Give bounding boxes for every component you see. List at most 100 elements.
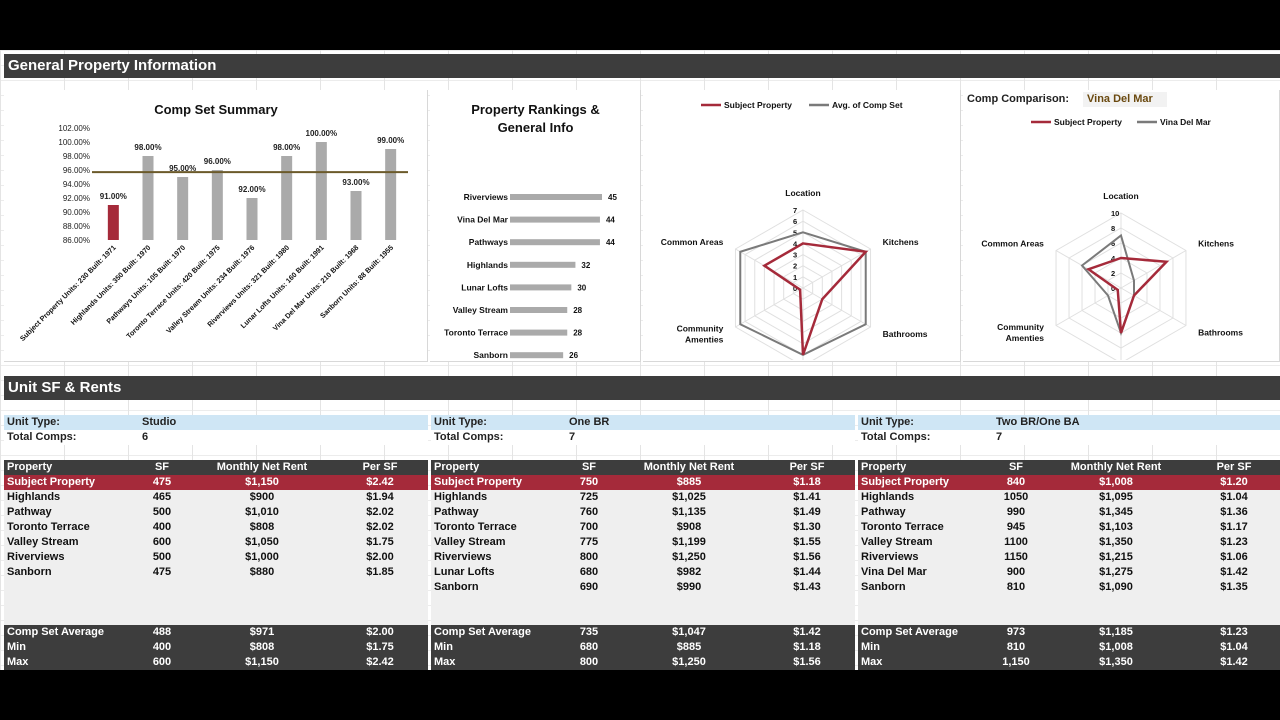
table-cell[interactable]: $1,050	[245, 536, 279, 548]
table-cell[interactable]: Sanborn	[434, 581, 479, 593]
column-header[interactable]: SF	[581, 461, 597, 473]
table-cell[interactable]: 600	[152, 656, 172, 668]
table-cell[interactable]: $1,008	[1099, 641, 1133, 653]
table-cell[interactable]: Riverviews	[7, 551, 65, 563]
table-cell[interactable]: 810	[1006, 641, 1026, 653]
table-cell[interactable]: 775	[579, 536, 599, 548]
table-cell[interactable]: $1,025	[672, 491, 706, 503]
table-cell[interactable]: 840	[1006, 476, 1026, 488]
table-cell[interactable]: 500	[152, 551, 172, 563]
table-cell[interactable]: Max	[861, 656, 883, 668]
table-cell[interactable]: 680	[579, 641, 599, 653]
table-cell[interactable]: $1.49	[793, 506, 821, 518]
table-cell[interactable]: 735	[579, 626, 599, 638]
table-cell[interactable]: $885	[676, 476, 702, 488]
comp-set-summary-panel[interactable]: Comp Set Summary 86.00% 88.00% 90.00% 92.00…	[4, 90, 428, 362]
table-cell[interactable]: Lunar Lofts	[434, 566, 495, 578]
table-cell[interactable]: 600	[152, 536, 172, 548]
column-header[interactable]: Per SF	[789, 461, 825, 473]
table-cell[interactable]: Subject Property	[434, 476, 523, 488]
table-cell[interactable]: $1.75	[366, 641, 394, 653]
table-cell[interactable]: Max	[434, 656, 456, 668]
table-cell[interactable]: $1.56	[793, 656, 821, 668]
table-cell[interactable]: $1.41	[793, 491, 821, 503]
table-cell[interactable]: Riverviews	[861, 551, 919, 563]
spreadsheet-canvas[interactable]: General Property Information Comp Set Su…	[0, 50, 1280, 670]
table-cell[interactable]: $1,135	[672, 506, 706, 518]
table-cell[interactable]: $1,010	[245, 506, 279, 518]
table-cell[interactable]: 400	[152, 521, 172, 533]
table-cell[interactable]: $880	[249, 566, 275, 578]
table-cell[interactable]: 725	[579, 491, 599, 503]
table-cell[interactable]: 750	[579, 476, 599, 488]
table-cell[interactable]	[332, 580, 428, 595]
column-header[interactable]: Monthly Net Rent	[216, 461, 308, 473]
total-comps-value[interactable]: 7	[996, 431, 1003, 443]
table-cell[interactable]: $1,250	[672, 551, 706, 563]
table-cell[interactable]: Min	[861, 641, 880, 653]
table-cell[interactable]: $900	[249, 491, 275, 503]
table-cell[interactable]: Min	[434, 641, 453, 653]
table-cell[interactable]: 800	[579, 656, 599, 668]
column-header[interactable]: Property	[861, 461, 907, 473]
table-cell[interactable]: $1,047	[672, 626, 706, 638]
table-cell[interactable]: $1.56	[793, 551, 821, 563]
table-cell[interactable]: Valley Stream	[861, 536, 933, 548]
table-cell[interactable]: $982	[676, 566, 702, 578]
table-cell[interactable]: $1,090	[1099, 581, 1133, 593]
total-comps-label[interactable]: Total Comps:	[434, 431, 504, 443]
unit-type-label[interactable]: Unit Type:	[7, 416, 60, 428]
table-cell[interactable]: Subject Property	[7, 476, 96, 488]
table-cell[interactable]: 1050	[1003, 491, 1029, 503]
table-cell[interactable]: Toronto Terrace	[434, 521, 517, 533]
table-cell[interactable]: 400	[152, 641, 172, 653]
rankings-panel[interactable]: Property Rankings & General Info Rivervi…	[430, 90, 641, 362]
table-cell[interactable]: Subject Property	[861, 476, 950, 488]
table-cell[interactable]: $1,345	[1099, 506, 1133, 518]
table-cell[interactable]: 700	[579, 521, 599, 533]
table-cell[interactable]: $1.18	[793, 641, 821, 653]
table-cell[interactable]: 475	[152, 566, 172, 578]
table-cell[interactable]: $1.20	[1220, 476, 1248, 488]
table-cell[interactable]: Vina Del Mar	[861, 566, 927, 578]
total-comps-value[interactable]: 7	[569, 431, 576, 443]
table-cell[interactable]: Valley Stream	[7, 536, 79, 548]
column-header[interactable]: Monthly Net Rent	[1070, 461, 1162, 473]
total-comps-label[interactable]: Total Comps:	[861, 431, 931, 443]
table-cell[interactable]: 990	[1006, 506, 1026, 518]
table-cell[interactable]: $1,350	[1099, 536, 1133, 548]
table-cell[interactable]: $2.02	[366, 521, 394, 533]
table-cell[interactable]: $1,215	[1099, 551, 1133, 563]
table-cell[interactable]: $1.23	[1220, 536, 1248, 548]
table-cell[interactable]: 973	[1006, 626, 1026, 638]
total-comps-value[interactable]: 6	[142, 431, 149, 443]
table-cell[interactable]: $1,103	[1099, 521, 1133, 533]
table-cell[interactable]: Max	[7, 656, 29, 668]
table-cell[interactable]: 475	[152, 476, 172, 488]
table-cell[interactable]: $971	[249, 626, 275, 638]
table-cell[interactable]: $885	[676, 641, 702, 653]
comp-comparison-select[interactable]: Vina Del Mar	[1083, 92, 1167, 107]
table-cell[interactable]: 488	[152, 626, 172, 638]
table-cell[interactable]: 810	[1006, 581, 1026, 593]
table-cell[interactable]: Toronto Terrace	[7, 521, 90, 533]
table-cell[interactable]: $2.02	[366, 506, 394, 518]
table-cell[interactable]: Highlands	[861, 491, 915, 503]
table-cell[interactable]: Pathway	[7, 506, 52, 518]
unit-type-label[interactable]: Unit Type:	[861, 416, 914, 428]
table-cell[interactable]: 800	[579, 551, 599, 563]
table-cell[interactable]: 900	[1006, 566, 1026, 578]
column-header[interactable]: Property	[7, 461, 53, 473]
radar-avg-panel[interactable]: Subject Property Avg. of Comp Set 0 1 2 3 4 5 6 7…	[643, 90, 961, 362]
table-cell[interactable]: Comp Set Average	[434, 626, 531, 638]
table-cell[interactable]: $1.55	[793, 536, 821, 548]
table-cell[interactable]: $2.42	[366, 656, 394, 668]
total-comps-label[interactable]: Total Comps:	[7, 431, 77, 443]
table-cell[interactable]: $1.23	[1220, 626, 1248, 638]
table-cell[interactable]: 945	[1006, 521, 1026, 533]
column-header[interactable]: SF	[154, 461, 170, 473]
table-cell[interactable]: Sanborn	[7, 566, 52, 578]
table-cell[interactable]: 465	[152, 491, 172, 503]
table-cell[interactable]: $990	[676, 581, 702, 593]
table-cell[interactable]: $2.42	[366, 476, 394, 488]
